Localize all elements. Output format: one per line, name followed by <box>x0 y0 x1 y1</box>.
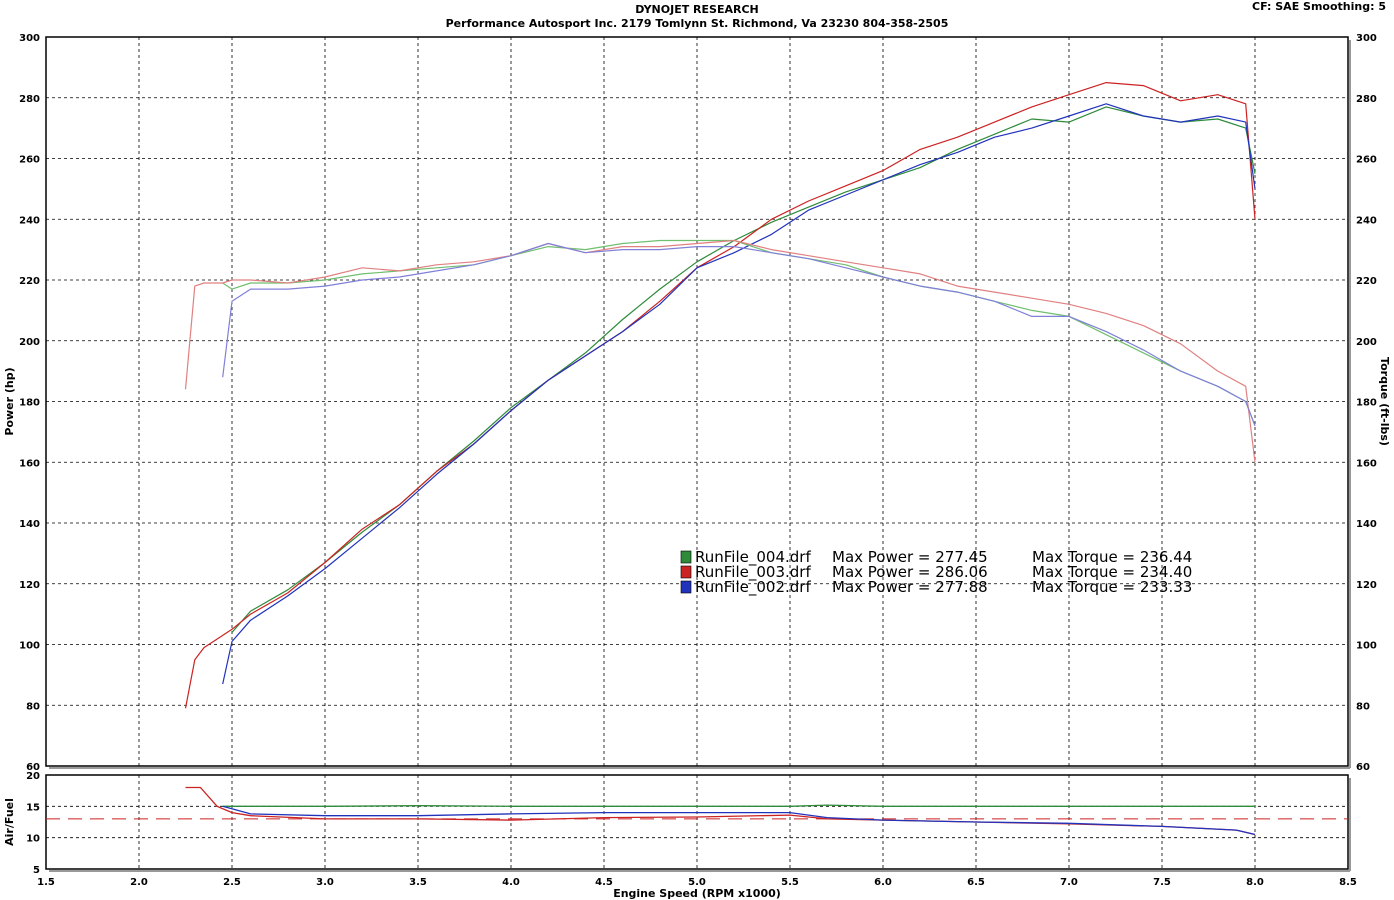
x-tick-label: 6.0 <box>874 877 892 888</box>
y-tick-label-right: 60 <box>1356 762 1370 773</box>
y-tick-label-left: 240 <box>19 215 40 226</box>
y-tick-label-left: 300 <box>19 33 40 44</box>
legend-run-name: RunFile_004.drf <box>695 548 811 567</box>
y-tick-label-right: 280 <box>1356 94 1377 105</box>
x-tick-label: 3.5 <box>409 877 427 888</box>
x-tick-label: 5.5 <box>781 877 799 888</box>
y-tick-label-right: 140 <box>1356 519 1377 530</box>
legend: RunFile_004.drf Max Power = 277.45 Max Tor… <box>680 548 1192 597</box>
y-tick-label-left: 60 <box>26 762 40 773</box>
x-tick-label: 8.5 <box>1339 877 1357 888</box>
y-tick-label-left: 260 <box>19 155 40 166</box>
y-tick-label-right: 240 <box>1356 215 1377 226</box>
y-axis-title-right: Torque (ft-lbs) <box>1378 357 1391 446</box>
y-tick-label-right: 200 <box>1356 337 1377 348</box>
y-tick-label-left: 180 <box>19 398 40 409</box>
x-tick-label: 2.5 <box>223 877 241 888</box>
afr-series-runfile-002-drf <box>222 805 1256 836</box>
legend-run-name: RunFile_002.drf <box>695 578 811 597</box>
y-tick-label-left: 280 <box>19 94 40 105</box>
correction-factor-smoothing: CF: SAE Smoothing: 5 <box>1252 0 1386 13</box>
y-tick-label-right: 220 <box>1356 276 1377 287</box>
afr-axis-title: Air/Fuel <box>3 798 16 846</box>
afr-y-tick-label: 10 <box>26 834 40 845</box>
y-tick-label-right: 260 <box>1356 155 1377 166</box>
legend-swatch-red <box>680 565 692 579</box>
legend-max-power: Max Power = 286.06 <box>832 563 988 581</box>
legend-max-torque: Max Torque = 233.33 <box>1032 578 1192 596</box>
chart-subtitle: Performance Autosport Inc. 2179 Tomlynn … <box>445 17 949 30</box>
x-tick-label: 2.0 <box>130 877 148 888</box>
legend-run-name: RunFile_003.drf <box>695 563 811 582</box>
x-tick-label: 4.5 <box>595 877 613 888</box>
x-tick-label: 5.0 <box>688 877 706 888</box>
y-tick-label-left: 220 <box>19 276 40 287</box>
y-tick-label-left: 200 <box>19 337 40 348</box>
x-tick-label: 7.5 <box>1153 877 1171 888</box>
legend-swatch-green <box>680 550 692 564</box>
x-tick-label: 8.0 <box>1246 877 1264 888</box>
y-tick-label-left: 100 <box>19 641 40 652</box>
series-torque-runfile-003-drf <box>184 239 1256 463</box>
legend-max-torque: Max Torque = 234.40 <box>1032 563 1192 581</box>
series-power-runfile-002-drf <box>222 103 1256 685</box>
chart-title: DYNOJET RESEARCH <box>635 3 759 16</box>
x-tick-label: 4.0 <box>502 877 520 888</box>
afr-y-tick-label: 20 <box>26 771 40 782</box>
y-tick-label-right: 160 <box>1356 458 1377 469</box>
legend-max-power: Max Power = 277.88 <box>832 578 988 596</box>
y-tick-label-right: 100 <box>1356 641 1377 652</box>
y-tick-label-right: 300 <box>1356 33 1377 44</box>
y-tick-label-right: 180 <box>1356 398 1377 409</box>
y-tick-label-left: 140 <box>19 519 40 530</box>
series-power-runfile-003-drf <box>184 82 1256 709</box>
legend-max-power: Max Power = 277.45 <box>832 548 988 566</box>
legend-swatch-blue <box>680 580 692 594</box>
x-tick-label: 1.5 <box>37 877 55 888</box>
afr-y-tick-label: 15 <box>26 802 40 813</box>
afr-y-tick-label: 5 <box>33 865 40 876</box>
x-axis-title: Engine Speed (RPM x1000) <box>613 887 781 900</box>
series-torque-runfile-002-drf <box>222 242 1256 427</box>
main-plot: 60 60 80 80 100 100 120 120 140 140 160 160 180 180 20… <box>3 33 1391 773</box>
y-tick-label-left: 160 <box>19 458 40 469</box>
y-tick-label-left: 120 <box>19 580 40 591</box>
legend-max-torque: Max Torque = 236.44 <box>1032 548 1192 566</box>
x-tick-label: 7.0 <box>1060 877 1078 888</box>
x-tick-label: 3.0 <box>316 877 334 888</box>
y-tick-label-right: 80 <box>1356 701 1370 712</box>
y-tick-label-left: 80 <box>26 701 40 712</box>
x-tick-label: 6.5 <box>967 877 985 888</box>
air-fuel-plot: 1.5 2.0 2.5 3.0 3.5 4.0 4.5 5.0 5.5 6.0 6.5 7.0 7.5 8… <box>3 771 1357 900</box>
afr-series-runfile-004-drf <box>222 804 1255 807</box>
y-axis-title-left: Power (hp) <box>3 367 16 435</box>
y-tick-label-right: 120 <box>1356 580 1377 591</box>
